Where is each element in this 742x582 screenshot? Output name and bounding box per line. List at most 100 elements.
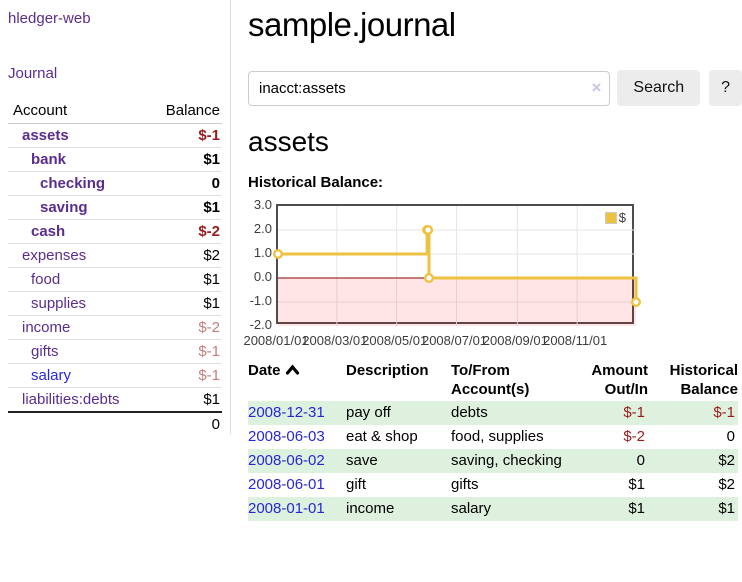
transaction-date-link[interactable]: 2008-01-01 (248, 500, 325, 517)
y-axis-tick-label: -2.0 (249, 317, 272, 332)
account-row: assets $-1 (8, 123, 222, 148)
account-balance: $-2 (146, 315, 222, 340)
account-balance: $-1 (146, 363, 222, 388)
date-column-header[interactable]: Date (248, 359, 346, 401)
account-row: food $1 (8, 267, 222, 292)
account-row: bank $1 (8, 147, 222, 172)
chart-canvas (273, 206, 642, 326)
transaction-description: eat & shop (346, 428, 418, 445)
account-balance: $1 (146, 387, 222, 413)
transaction-amount: $1 (628, 476, 645, 493)
transaction-balance: $1 (718, 500, 735, 517)
accounts-column-header: To/From Account(s) (451, 362, 530, 398)
account-balance: $-1 (146, 339, 222, 364)
legend-label: $ (618, 210, 626, 225)
transaction-amount: $-1 (623, 404, 645, 421)
register-row: 2008-01-01 income salary $1 $1 (248, 497, 738, 521)
sidebar-account-link[interactable]: expenses (22, 247, 87, 264)
account-balance: $1 (146, 147, 222, 172)
sidebar-account-link[interactable]: salary (31, 367, 72, 384)
account-balance: $2 (146, 243, 222, 268)
register-header-row: Date Description To/From Account(s) Amou… (248, 359, 738, 401)
account-balance: $-2 (146, 219, 222, 244)
clear-search-icon[interactable]: × (591, 77, 602, 97)
transaction-date-link[interactable]: 2008-06-03 (248, 428, 325, 445)
register-row: 2008-06-03 eat & shop food, supplies $-2 0 (248, 425, 738, 449)
transaction-date-link[interactable]: 2008-06-01 (248, 476, 325, 493)
account-balance: 0 (146, 171, 222, 196)
search-button[interactable]: Search (617, 70, 701, 106)
account-row: supplies $1 (8, 291, 222, 316)
chart-title: Historical Balance: (248, 174, 384, 191)
search-form: × Search ? (248, 70, 742, 106)
transaction-balance: 0 (726, 428, 735, 445)
sort-ascending-icon (285, 361, 300, 380)
amount-column-header: Amount Out/In (591, 362, 648, 398)
app-brand-link[interactable]: hledger-web (8, 10, 91, 27)
chart-plot-area: $ (273, 204, 642, 326)
account-row: checking 0 (8, 171, 222, 196)
x-axis-tick-label: 2008/03/01 (302, 333, 368, 348)
accounts-table: Account Balance assets $-1 bank $1 checking 0… (8, 100, 222, 436)
account-balance: $1 (146, 195, 222, 220)
sidebar-account-link[interactable]: saving (40, 199, 88, 216)
sidebar-account-link[interactable]: food (31, 271, 61, 288)
transaction-date-link[interactable]: 2008-12-31 (248, 404, 325, 421)
transaction-description: income (346, 500, 395, 517)
transaction-description: save (346, 452, 378, 469)
main-content: sample.journal × Search ? assets Histori… (243, 0, 742, 521)
sidebar-account-link[interactable]: supplies (31, 295, 87, 312)
sidebar-account-link[interactable]: cash (31, 223, 66, 240)
transaction-balance: $2 (718, 452, 735, 469)
sidebar-account-link[interactable]: liabilities:debts (22, 391, 120, 408)
sidebar-account-link[interactable]: checking (40, 175, 106, 192)
account-heading: assets (248, 126, 329, 157)
register-row: 2008-06-02 save saving, checking 0 $2 (248, 449, 738, 473)
y-axis-tick-label: -1.0 (249, 293, 272, 308)
balance-column-header-register: Historical Balance (669, 362, 738, 398)
transaction-amount: $1 (628, 500, 645, 517)
help-button[interactable]: ? (709, 70, 742, 106)
page-title: sample.journal (248, 6, 456, 43)
sidebar-account-link[interactable]: bank (31, 151, 67, 168)
register-table-body: 2008-12-31 pay off debts $-1 $-1 2008-06-03 ea… (248, 401, 738, 521)
accounts-table-header: Account Balance (8, 100, 222, 124)
x-axis-tick-label: 2008/09/01 (482, 333, 548, 348)
search-input[interactable] (248, 70, 611, 106)
chart-legend: $ (602, 209, 628, 226)
accounts-table-body: assets $-1 bank $1 checking 0 saving $1 cash $-2 e… (8, 123, 222, 413)
account-row: cash $-2 (8, 219, 222, 244)
register-row: 2008-12-31 pay off debts $-1 $-1 (248, 401, 738, 425)
historical-balance-chart: $ 3.0 2.0 1.0 0.0 -1.0 -2.0 2008/01/01 2008/03/… (243, 197, 742, 348)
register-row: 2008-06-01 gift gifts $1 $2 (248, 473, 738, 497)
sidebar-account-link[interactable]: assets (22, 127, 69, 144)
account-row: gifts $-1 (8, 339, 222, 364)
accounts-total-value: 0 (146, 411, 222, 436)
transaction-amount: $-2 (623, 428, 645, 445)
account-row: expenses $2 (8, 243, 222, 268)
transaction-description: gift (346, 476, 367, 493)
x-axis-tick-label: 2008/11/01 (543, 333, 608, 348)
balance-column-header: Balance (146, 100, 222, 124)
sidebar-account-link[interactable]: income (22, 319, 71, 336)
account-balance: $1 (146, 291, 222, 316)
register-table: Date Description To/From Account(s) Amou… (248, 359, 738, 521)
sidebar: hledger-web Journal Account Balance asse… (0, 0, 231, 436)
y-axis-tick-label: 3.0 (253, 197, 272, 212)
sidebar-item-journal[interactable]: Journal (8, 65, 58, 82)
y-axis-tick-label: 0.0 (253, 269, 272, 284)
sidebar-account-link[interactable]: gifts (31, 343, 59, 360)
transaction-balance: $-1 (713, 404, 735, 421)
y-axis-tick-label: 1.0 (253, 245, 272, 260)
account-column-header: Account (8, 100, 147, 124)
transaction-accounts: salary (451, 500, 492, 517)
x-axis-tick-label: 2008/07/01 (421, 333, 488, 348)
search-box: × (248, 70, 611, 106)
accounts-total-row: 0 (8, 411, 222, 436)
y-axis-tick-label: 2.0 (253, 221, 272, 236)
account-row: saving $1 (8, 195, 222, 220)
account-row: income $-2 (8, 315, 222, 340)
transaction-balance: $2 (718, 476, 735, 493)
transaction-date-link[interactable]: 2008-06-02 (248, 452, 325, 469)
transaction-accounts: gifts (451, 476, 479, 493)
